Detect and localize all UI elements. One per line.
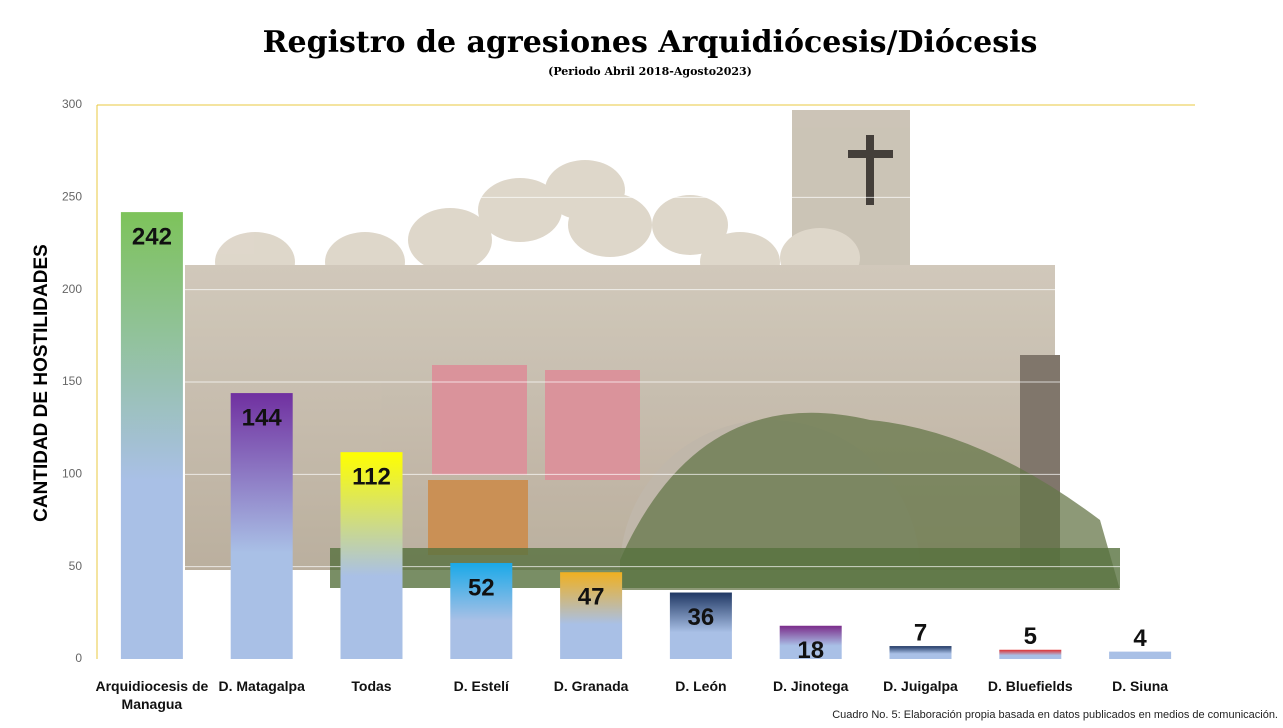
x-tick-label: D. Siuna xyxy=(1112,678,1169,694)
x-tick-label: Arquidiocesis de Managua xyxy=(95,678,209,712)
chart-title: Registro de agresiones Arquidiócesis/Dió… xyxy=(263,25,1038,60)
background-photo xyxy=(185,110,1120,590)
x-tick-label: D. Matagalpa xyxy=(218,678,305,694)
bar xyxy=(669,592,732,659)
data-label: 36 xyxy=(688,604,715,631)
data-label: 7 xyxy=(914,619,927,646)
bar xyxy=(999,649,1062,659)
footnote: Cuadro No. 5: Elaboración propia basada … xyxy=(832,709,1278,721)
bar xyxy=(450,562,513,659)
data-label: 242 xyxy=(132,223,172,250)
bar xyxy=(340,452,403,659)
y-tick-label: 0 xyxy=(75,651,82,665)
bar xyxy=(779,625,842,659)
y-tick-label: 300 xyxy=(62,97,82,111)
data-label: 4 xyxy=(1133,625,1147,652)
data-label: 18 xyxy=(797,637,824,664)
data-label: 112 xyxy=(352,464,391,491)
bar xyxy=(120,212,183,659)
chart-subtitle: (Periodo Abril 2018-Agosto2023) xyxy=(548,65,752,78)
x-tick-label: D. Juigalpa xyxy=(883,678,958,694)
y-tick-label: 50 xyxy=(69,559,83,573)
bar xyxy=(560,572,623,659)
y-tick-label: 100 xyxy=(62,467,82,481)
x-tick-label: Todas xyxy=(351,678,392,694)
bar xyxy=(230,393,293,659)
y-tick-label: 250 xyxy=(62,190,82,204)
x-tick-label: D. Estelí xyxy=(453,678,509,694)
y-tick-label: 200 xyxy=(62,282,82,296)
data-label: 5 xyxy=(1024,623,1037,650)
x-tick-label: D. Bluefields xyxy=(987,678,1073,694)
y-axis-label: CANTIDAD DE HOSTILIDADES xyxy=(31,244,52,522)
y-tick-label: 150 xyxy=(62,374,82,388)
bar xyxy=(889,646,952,659)
x-tick-label: D. Granada xyxy=(553,678,629,694)
x-tick-label: D. León xyxy=(675,678,727,694)
data-label: 52 xyxy=(468,574,495,601)
data-label: 47 xyxy=(578,584,605,611)
data-label: 144 xyxy=(242,404,283,431)
x-tick-label: D. Jinotega xyxy=(772,678,849,694)
bar xyxy=(1109,651,1172,659)
